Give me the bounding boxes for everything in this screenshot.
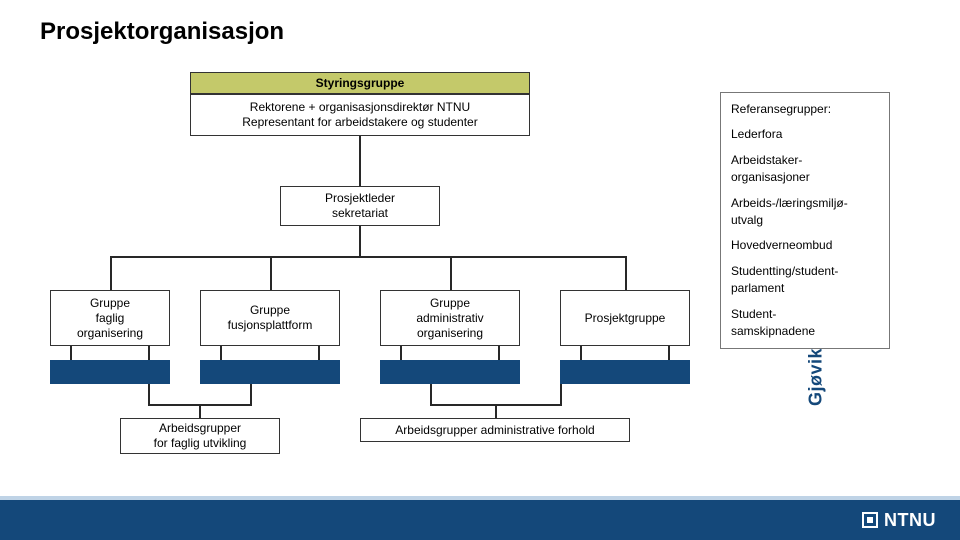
node-line: Gruppe <box>77 296 143 311</box>
connector <box>199 404 201 418</box>
reference-item: Student- samskipnadene <box>731 306 879 341</box>
node-group-admin: Gruppe administrativ organisering <box>380 290 520 346</box>
connector <box>220 346 222 360</box>
connector <box>70 346 72 360</box>
node-bar <box>560 360 690 384</box>
node-steering-body: Rektorene + organisasjonsdirektør NTNU R… <box>190 94 530 136</box>
reference-box: Referansegrupper: Lederfora Arbeidstaker… <box>720 92 890 349</box>
connector <box>668 346 670 360</box>
page-title: Prosjektorganisasjon <box>40 18 284 46</box>
connector <box>110 256 112 290</box>
node-line: faglig <box>77 311 143 326</box>
connector <box>450 256 452 290</box>
node-line: Representant for arbeidstakere og studen… <box>242 115 477 130</box>
node-wg-admin: Arbeidsgrupper administrative forhold <box>360 418 630 442</box>
node-group-prosjekt: Prosjektgruppe <box>560 290 690 346</box>
footer: NTNU <box>0 500 960 540</box>
node-line: Rektorene + organisasjonsdirektør NTNU <box>242 100 477 115</box>
node-label: Styringsgruppe <box>316 76 405 91</box>
node-line: Prosjektgruppe <box>585 311 666 326</box>
node-line: Arbeidsgrupper <box>154 421 247 436</box>
node-project-lead: Prosjektleder sekretariat <box>280 186 440 226</box>
connector <box>359 136 361 186</box>
connector <box>318 346 320 360</box>
node-line: for faglig utvikling <box>154 436 247 451</box>
reference-item: Arbeids-/læringsmiljø- utvalg <box>731 195 879 230</box>
connector <box>270 256 272 290</box>
ntnu-logo-icon <box>862 512 878 528</box>
connector <box>498 346 500 360</box>
connector <box>400 346 402 360</box>
node-group-faglig: Gruppe faglig organisering <box>50 290 170 346</box>
connector <box>148 346 150 360</box>
ntnu-logo-text: NTNU <box>884 510 936 531</box>
node-bar <box>200 360 340 384</box>
connector <box>359 226 361 256</box>
ntnu-logo: NTNU <box>862 510 936 531</box>
reference-item: Hovedverneombud <box>731 237 879 254</box>
reference-item: Arbeidstaker- organisasjoner <box>731 152 879 187</box>
node-line: Arbeidsgrupper administrative forhold <box>395 423 594 438</box>
node-line: Gruppe <box>416 296 483 311</box>
node-line: Prosjektleder <box>325 191 395 206</box>
connector <box>148 384 150 404</box>
node-bar <box>50 360 170 384</box>
node-line: fusjonsplattform <box>228 318 313 333</box>
node-steering-header: Styringsgruppe <box>190 72 530 94</box>
node-wg-faglig: Arbeidsgrupper for faglig utvikling <box>120 418 280 454</box>
reference-item: Studentting/student- parlament <box>731 263 879 298</box>
connector <box>625 256 627 290</box>
node-line: administrativ <box>416 311 483 326</box>
connector <box>580 346 582 360</box>
reference-item: Lederfora <box>731 126 879 143</box>
node-line: Gruppe <box>228 303 313 318</box>
reference-title: Referansegrupper: <box>731 101 879 118</box>
connector <box>250 384 252 404</box>
node-line: organisering <box>416 326 483 341</box>
node-bar <box>380 360 520 384</box>
connector <box>560 384 562 404</box>
connector <box>110 256 625 258</box>
connector <box>430 384 432 404</box>
node-group-fusjon: Gruppe fusjonsplattform <box>200 290 340 346</box>
node-line: organisering <box>77 326 143 341</box>
connector <box>495 404 497 418</box>
node-line: sekretariat <box>325 206 395 221</box>
